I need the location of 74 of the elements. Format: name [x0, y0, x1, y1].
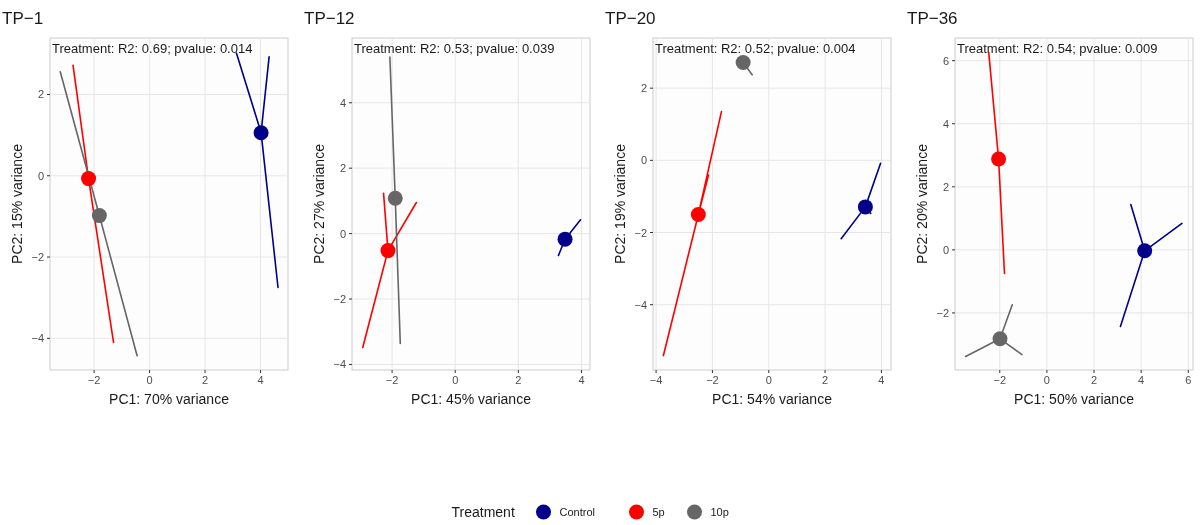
y-tick-label: −4	[634, 298, 647, 311]
y-tick-label: 2	[339, 162, 346, 175]
chart-title: TP−12	[304, 9, 355, 28]
x-axis-title: PC1: 54% variance	[712, 391, 833, 407]
x-tick-label: −2	[993, 374, 1007, 386]
y-axis-title: PC2: 19% variance	[612, 143, 628, 264]
x-tick-label: 4	[257, 374, 264, 386]
point	[690, 206, 706, 222]
legend-label: 10p	[710, 506, 729, 518]
line-series	[964, 303, 1023, 358]
x-axis-title: PC1: 70% variance	[109, 391, 230, 407]
y-tick-label: 2	[942, 180, 949, 193]
y-tick-label: 2	[640, 82, 647, 95]
point	[1137, 243, 1153, 259]
y-tick-label: −2	[333, 293, 346, 306]
y-tick-label: 2	[37, 88, 44, 101]
chart-title: TP−20	[605, 9, 656, 28]
legend-title: Treatment	[451, 504, 515, 520]
point	[91, 208, 107, 224]
point	[991, 151, 1007, 167]
x-tick-label: 4	[1138, 374, 1145, 386]
line-series	[361, 192, 418, 349]
x-tick-label: 4	[878, 374, 885, 386]
legend-label: 5p	[652, 506, 665, 518]
point	[857, 199, 873, 215]
y-tick-label: 4	[339, 96, 346, 109]
annotation: Treatment: R2: 0.53; pvalue: 0.039	[354, 41, 555, 56]
y-tick-label: 0	[640, 154, 647, 167]
y-tick-label: 6	[942, 54, 949, 67]
y-axis-title: PC2: 15% variance	[9, 143, 25, 264]
y-tick-label: 0	[339, 227, 346, 240]
line-series	[235, 52, 279, 289]
annotation: Treatment: R2: 0.52; pvalue: 0.004	[655, 41, 856, 56]
legend-label: Control	[559, 506, 595, 518]
line-series	[1119, 203, 1183, 328]
x-tick-label: 2	[822, 374, 829, 386]
x-axis-title: PC1: 45% variance	[411, 391, 532, 407]
point	[735, 55, 751, 71]
y-tick-label: −4	[31, 332, 44, 345]
y-tick-label: −2	[634, 226, 647, 239]
y-axis-title: PC2: 27% variance	[311, 143, 327, 264]
x-tick-label: −2	[385, 374, 399, 386]
point	[380, 243, 396, 259]
point	[387, 190, 403, 206]
x-tick-label: −2	[87, 374, 101, 386]
x-axis-title: PC1: 50% variance	[1014, 391, 1135, 407]
x-tick-label: 4	[578, 374, 585, 386]
y-tick-label: −4	[333, 358, 346, 371]
x-tick-label: 0	[1043, 374, 1050, 386]
y-tick-label: −2	[936, 306, 949, 319]
point	[81, 171, 97, 187]
y-tick-label: −2	[31, 251, 44, 264]
chart-title: TP−1	[2, 9, 44, 28]
x-tick-label: 2	[1090, 374, 1098, 386]
point	[557, 231, 573, 247]
x-tick-label: −2	[706, 374, 719, 386]
y-tick-label: 0	[37, 169, 44, 182]
x-tick-label: 2	[515, 374, 522, 386]
line-series	[662, 110, 723, 357]
x-tick-label: −4	[649, 374, 663, 386]
x-tick-label: 0	[146, 374, 153, 386]
line-series	[840, 162, 882, 240]
x-tick-label: 2	[202, 374, 209, 386]
x-tick-label: 6	[1185, 374, 1192, 386]
x-tick-label: 0	[452, 374, 459, 386]
chart-title: TP−36	[907, 9, 958, 28]
point	[253, 125, 269, 141]
x-tick-label: 0	[765, 374, 772, 386]
annotation: Treatment: R2: 0.54; pvalue: 0.009	[957, 41, 1158, 56]
annotation: Treatment: R2: 0.69; pvalue: 0.014	[52, 41, 253, 56]
point	[992, 331, 1008, 347]
y-tick-label: 4	[942, 117, 949, 130]
y-tick-label: 0	[942, 243, 949, 256]
y-axis-title: PC2: 20% variance	[914, 143, 930, 264]
